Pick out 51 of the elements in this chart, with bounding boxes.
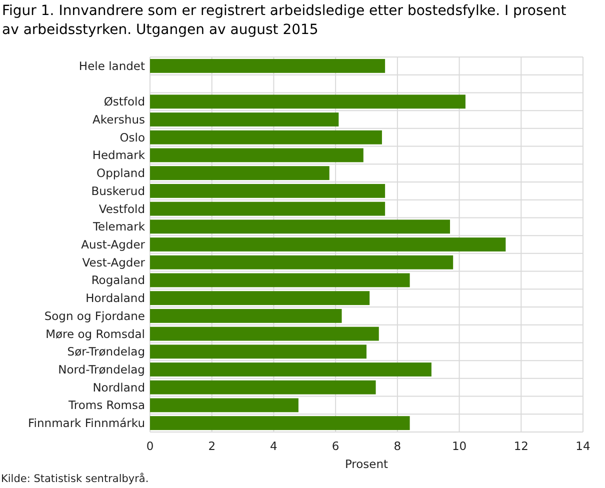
y-tick-label: Buskerud	[91, 184, 145, 198]
y-tick-label: Nordland	[92, 380, 145, 394]
bar	[150, 308, 342, 323]
bar	[150, 255, 454, 270]
bar	[150, 398, 298, 412]
x-tick-label: 6	[332, 439, 340, 453]
bar	[150, 166, 330, 180]
bar	[150, 273, 410, 288]
y-tick-label: Sogn og Fjordane	[44, 308, 145, 323]
x-tick-label: 12	[514, 439, 528, 453]
bar	[150, 94, 466, 109]
chart-title: Figur 1. Innvandrere som er registrert arbeidsledige etter bostedsfylke. I prosent av arbeidsstyrken. Utgangen av august 2015	[2, 3, 567, 38]
y-tick-label: Hedmark	[92, 148, 146, 162]
y-tick-label: Vest-Agder	[82, 255, 146, 270]
bar	[150, 362, 432, 376]
y-tick-label: Telemark	[92, 220, 146, 234]
y-tick-label: Rogaland	[91, 273, 145, 288]
bar	[150, 220, 450, 234]
bar	[150, 148, 364, 162]
bar	[150, 380, 376, 394]
x-tick-label: 14	[576, 439, 590, 453]
y-tick-label: Østfold	[104, 94, 145, 109]
y-tick-label: Nord-Trøndelag	[58, 362, 145, 377]
bar	[150, 291, 370, 306]
bar	[150, 130, 382, 144]
y-tick-label: Vestfold	[98, 202, 145, 216]
bar	[150, 416, 410, 430]
bar	[150, 238, 506, 252]
bar	[150, 202, 386, 216]
text: Kilde: Statistisk sentralbyrå.	[1, 472, 149, 485]
bar	[150, 344, 366, 359]
y-tick-label: Troms Romsa	[68, 398, 145, 412]
x-tick-label: 10	[452, 439, 467, 453]
y-tick-label: Oppland	[96, 166, 145, 180]
x-tick-label: 0	[146, 439, 154, 453]
bar	[150, 112, 339, 126]
x-axis-title: Prosent	[344, 457, 389, 471]
x-tick-label: 2	[208, 439, 216, 453]
y-tick-label: Oslo	[120, 130, 145, 144]
bar	[150, 184, 386, 198]
y-tick-label: Sør-Trøndelag	[67, 344, 145, 359]
y-tick-label: Hordaland	[86, 291, 145, 306]
bar	[150, 58, 386, 73]
bar	[150, 326, 379, 341]
x-tick-label: 4	[270, 439, 278, 453]
x-tick-label: 8	[394, 439, 402, 453]
y-tick-label: Aust-Agder	[81, 238, 146, 252]
y-tick-label: Hele landet	[78, 58, 146, 73]
y-tick-label: Finnmark Finnmárku	[28, 416, 145, 430]
y-tick-label: Møre og Romsdal	[46, 326, 145, 341]
y-tick-label: Akershus	[92, 112, 146, 127]
